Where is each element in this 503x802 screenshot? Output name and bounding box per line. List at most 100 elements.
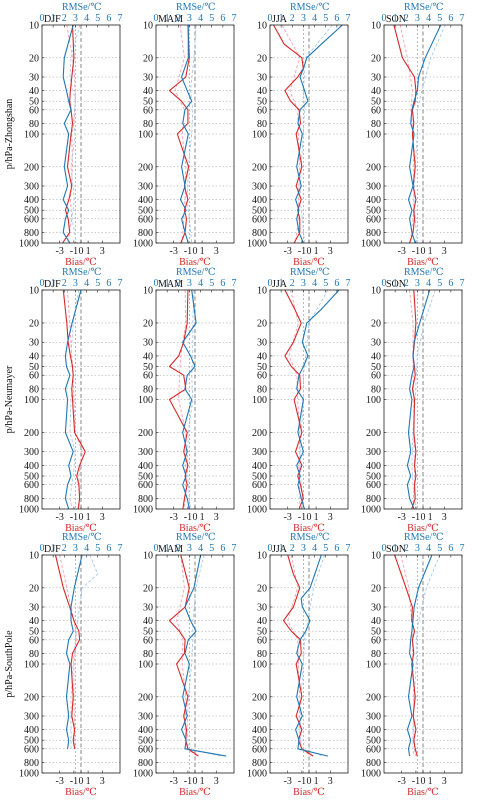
bias-axis-label: Bias/℃ bbox=[407, 523, 439, 534]
rmse-tick-label: 4 bbox=[426, 278, 431, 289]
pressure-tick-label: 1000 bbox=[19, 239, 39, 250]
bias-axis-label: Bias/℃ bbox=[407, 257, 439, 268]
pressure-tick-label: 300 bbox=[24, 182, 39, 193]
rmse-tick-label: 2 bbox=[290, 13, 295, 24]
pressure-tick-label: 200 bbox=[24, 692, 39, 703]
pressure-tick-label: 400 bbox=[252, 461, 267, 472]
pressure-tick-label: 300 bbox=[24, 712, 39, 723]
pressure-tick-label: 500 bbox=[366, 206, 381, 217]
rmse-tick-label: 3 bbox=[187, 278, 192, 289]
bias-axis-label: Bias/℃ bbox=[179, 787, 211, 798]
pressure-tick-label: 80 bbox=[371, 649, 381, 660]
pressure-tick-label: 400 bbox=[138, 461, 153, 472]
bias-tick-label: -3 bbox=[398, 776, 406, 787]
season-label: SON bbox=[386, 14, 406, 25]
rmse-reference-curve bbox=[412, 554, 441, 757]
pressure-tick-label: 100 bbox=[138, 395, 153, 406]
rmse-curve bbox=[64, 289, 82, 510]
rmse-tick-label: 7 bbox=[118, 278, 123, 289]
pressure-tick-label: 400 bbox=[24, 195, 39, 206]
pressure-tick-label: 600 bbox=[366, 480, 381, 491]
pressure-tick-label: 300 bbox=[252, 712, 267, 723]
bias-reference-curve bbox=[399, 24, 415, 244]
rmse-reference-curve bbox=[69, 289, 80, 510]
rmse-tick-label: 3 bbox=[73, 543, 78, 554]
rmse-tick-label: 1 bbox=[165, 13, 170, 24]
rmse-axis-label: RMSe/℃ bbox=[62, 532, 102, 543]
pressure-tick-label: 500 bbox=[252, 736, 267, 747]
rmse-tick-label: 2 bbox=[290, 278, 295, 289]
station-axis-label: p/hPa-Neumayer bbox=[4, 365, 15, 433]
pressure-tick-label: 600 bbox=[252, 214, 267, 225]
pressure-tick-label: 40 bbox=[257, 351, 267, 362]
pressure-tick-label: 600 bbox=[138, 480, 153, 491]
profile-panel: JJA1020304050608010020030040050060080010… bbox=[247, 267, 351, 534]
pressure-tick-label: 1000 bbox=[133, 505, 153, 516]
pressure-tick-label: 40 bbox=[371, 616, 381, 627]
pressure-tick-label: 100 bbox=[366, 660, 381, 671]
pressure-tick-label: 60 bbox=[257, 635, 267, 646]
pressure-tick-label: 200 bbox=[366, 162, 381, 173]
rmse-reference-curve bbox=[69, 24, 81, 244]
rmse-tick-label: 6 bbox=[106, 278, 111, 289]
pressure-tick-label: 80 bbox=[257, 119, 267, 130]
pressure-tick-label: 30 bbox=[143, 73, 153, 84]
pressure-tick-label: 20 bbox=[29, 583, 39, 594]
profile-panel: DJF1020304050608010020030040050060080010… bbox=[19, 267, 123, 534]
rmse-tick-label: 1 bbox=[393, 13, 398, 24]
pressure-tick-label: 600 bbox=[138, 214, 153, 225]
rmse-curve bbox=[65, 554, 83, 749]
pressure-tick-label: 60 bbox=[371, 635, 381, 646]
bias-tick-label: -1 bbox=[412, 246, 420, 257]
rmse-tick-label: 2 bbox=[62, 278, 67, 289]
bias-curve bbox=[282, 554, 314, 757]
pressure-tick-label: 500 bbox=[366, 472, 381, 483]
pressure-tick-label: 600 bbox=[24, 480, 39, 491]
rmse-axis-label: RMSe/℃ bbox=[404, 2, 444, 13]
season-label: MAM bbox=[158, 14, 183, 25]
bias-axis-label: Bias/℃ bbox=[293, 257, 325, 268]
pressure-tick-label: 300 bbox=[366, 182, 381, 193]
pressure-tick-label: 400 bbox=[366, 461, 381, 472]
pressure-tick-label: 10 bbox=[143, 286, 153, 297]
rmse-reference-curve bbox=[299, 554, 326, 757]
rmse-curve bbox=[296, 289, 340, 510]
rmse-curve bbox=[179, 25, 193, 244]
bias-reference-curve bbox=[281, 24, 301, 244]
rmse-tick-label: 5 bbox=[437, 278, 442, 289]
pressure-tick-label: 30 bbox=[29, 73, 39, 84]
bias-tick-label: 3 bbox=[214, 246, 219, 257]
profile-panel: SON1020304050608010020030040050060080010… bbox=[361, 267, 465, 534]
pressure-tick-label: 300 bbox=[138, 712, 153, 723]
rmse-tick-label: 5 bbox=[95, 278, 100, 289]
pressure-tick-label: 50 bbox=[29, 627, 39, 638]
rmse-tick-label: 3 bbox=[73, 278, 78, 289]
rmse-tick-label: 0 bbox=[154, 278, 159, 289]
pressure-tick-label: 20 bbox=[29, 53, 39, 64]
bias-tick-label: 3 bbox=[442, 512, 447, 523]
pressure-tick-label: 100 bbox=[252, 395, 267, 406]
rmse-tick-label: 1 bbox=[51, 13, 56, 24]
bias-curve bbox=[62, 289, 86, 510]
pressure-tick-label: 200 bbox=[24, 428, 39, 439]
pressure-tick-label: 10 bbox=[371, 286, 381, 297]
rmse-tick-label: 1 bbox=[279, 278, 284, 289]
season-label: JJA bbox=[272, 14, 288, 25]
rmse-axis-label: RMSe/℃ bbox=[176, 267, 216, 278]
bias-tick-label: 1 bbox=[428, 512, 433, 523]
pressure-tick-label: 100 bbox=[24, 130, 39, 141]
pressure-tick-label: 400 bbox=[138, 725, 153, 736]
bias-reference-curve bbox=[287, 554, 312, 757]
bias-tick-label: 3 bbox=[328, 776, 333, 787]
bias-axis-label: Bias/℃ bbox=[293, 787, 325, 798]
rmse-tick-label: 5 bbox=[209, 13, 214, 24]
pressure-tick-label: 400 bbox=[252, 195, 267, 206]
pressure-tick-label: 300 bbox=[366, 712, 381, 723]
rmse-axis-label: RMSe/℃ bbox=[176, 532, 216, 543]
pressure-tick-label: 50 bbox=[371, 97, 381, 108]
pressure-tick-label: 20 bbox=[257, 53, 267, 64]
rmse-tick-label: 0 bbox=[40, 278, 45, 289]
pressure-tick-label: 50 bbox=[257, 362, 267, 373]
rmse-tick-label: 0 bbox=[40, 13, 45, 24]
pressure-tick-label: 50 bbox=[257, 97, 267, 108]
